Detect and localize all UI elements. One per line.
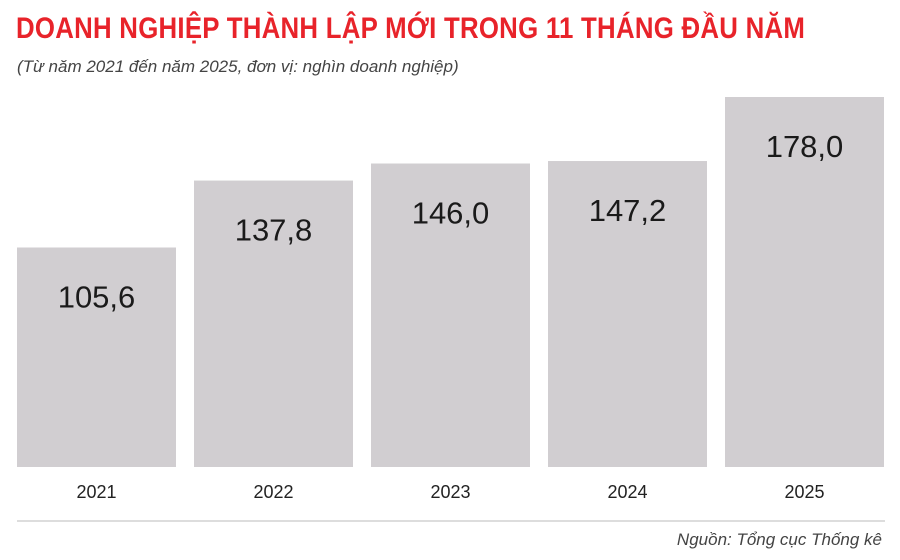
chart-title: DOANH NGHIỆP THÀNH LẬP MỚI TRONG 11 THÁN…: [16, 12, 806, 45]
bar-2024: [548, 161, 707, 468]
x-axis-ticks: 2021 2022 2023 2024 2025: [76, 482, 824, 502]
bar-value-label-2022: 137,8: [235, 213, 313, 248]
x-tick-label-2021: 2021: [76, 482, 116, 502]
bar-group: 105,6 137,8 146,0 147,2 178,0: [17, 97, 884, 468]
source-note: Nguồn: Tổng cục Thống kê: [676, 530, 882, 549]
chart-subtitle: (Từ năm 2021 đến năm 2025, đơn vị: nghìn…: [17, 57, 459, 76]
x-tick-label-2022: 2022: [253, 482, 293, 502]
bar-value-label-2023: 146,0: [412, 196, 490, 231]
bar-value-label-2021: 105,6: [58, 279, 136, 314]
bar-2021: [17, 247, 176, 467]
bar-2023: [371, 163, 530, 468]
bar-2025: [725, 97, 884, 467]
x-tick-label-2024: 2024: [607, 482, 647, 502]
bar-value-label-2025: 178,0: [766, 129, 844, 164]
x-tick-label-2023: 2023: [430, 482, 470, 502]
bar-2022: [194, 180, 353, 467]
x-tick-label-2025: 2025: [784, 482, 824, 502]
bar-value-label-2024: 147,2: [589, 193, 667, 228]
